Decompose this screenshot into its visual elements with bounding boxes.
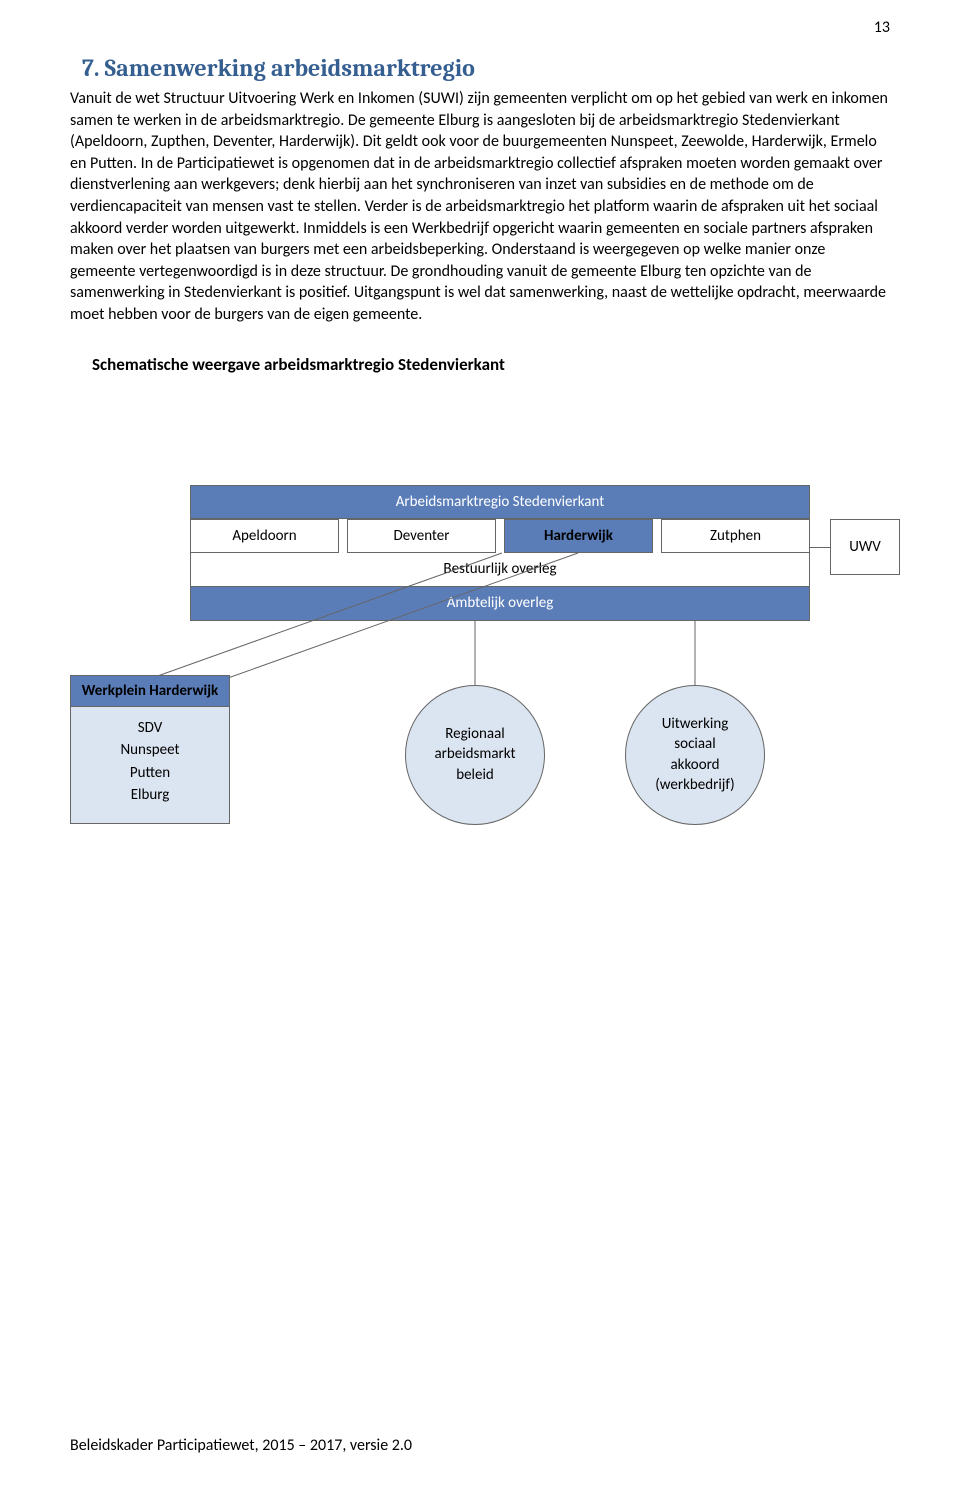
city-apeldoorn: Apeldoorn [190,519,339,553]
werkplein-body: SDV Nunspeet Putten Elburg [71,707,229,823]
city-harderwijk: Harderwijk [504,519,653,553]
body-paragraph: Vanuit de wet Structuur Uitvoering Werk … [70,88,890,326]
werkplein-box: Werkplein Harderwijk SDV Nunspeet Putten… [70,675,230,824]
diagram-title: Schematische weergave arbeidsmarktregio … [92,354,890,375]
band-header: Arbeidsmarktregio Stedenvierkant [190,485,810,519]
werkplein-item: Elburg [77,784,223,807]
circle-line: (werkbedrijf) [655,776,734,794]
document-page: 13 7. Samenwerking arbeidsmarktregio Van… [0,0,960,1485]
werkplein-item: Nunspeet [77,739,223,762]
werkplein-header: Werkplein Harderwijk [71,676,229,707]
circle-line: arbeidsmarkt [434,745,515,763]
band-bestuurlijk: Bestuurlijk overleg [190,553,810,587]
top-block: Arbeidsmarktregio Stedenvierkant Apeldoo… [190,485,810,621]
footer-text: Beleidskader Participatiewet, 2015 – 201… [70,1436,412,1455]
werkplein-item: Putten [77,762,223,785]
cities-row: Apeldoorn Deventer Harderwijk Zutphen [190,519,810,553]
circle-line: beleid [456,766,494,784]
section-heading: 7. Samenwerking arbeidsmarktregio [82,54,890,82]
circle-line: akkoord [670,756,719,774]
diagram-container: Arbeidsmarktregio Stedenvierkant Apeldoo… [70,375,940,895]
circle-line: Regionaal [445,725,504,743]
circle-uitwerking: Uitwerking sociaal akkoord (werkbedrijf) [625,685,765,825]
circle-line: Uitwerking [662,715,729,733]
werkplein-item: SDV [77,717,223,740]
circle-regionaal: Regionaal arbeidsmarkt beleid [405,685,545,825]
page-number: 13 [874,18,890,37]
city-zutphen: Zutphen [661,519,810,553]
uwv-connector [810,547,830,548]
city-deventer: Deventer [347,519,496,553]
circle-line: sociaal [674,735,715,753]
band-ambtelijk: Ambtelijk overleg [190,587,810,621]
uwv-box: UWV [830,519,900,575]
